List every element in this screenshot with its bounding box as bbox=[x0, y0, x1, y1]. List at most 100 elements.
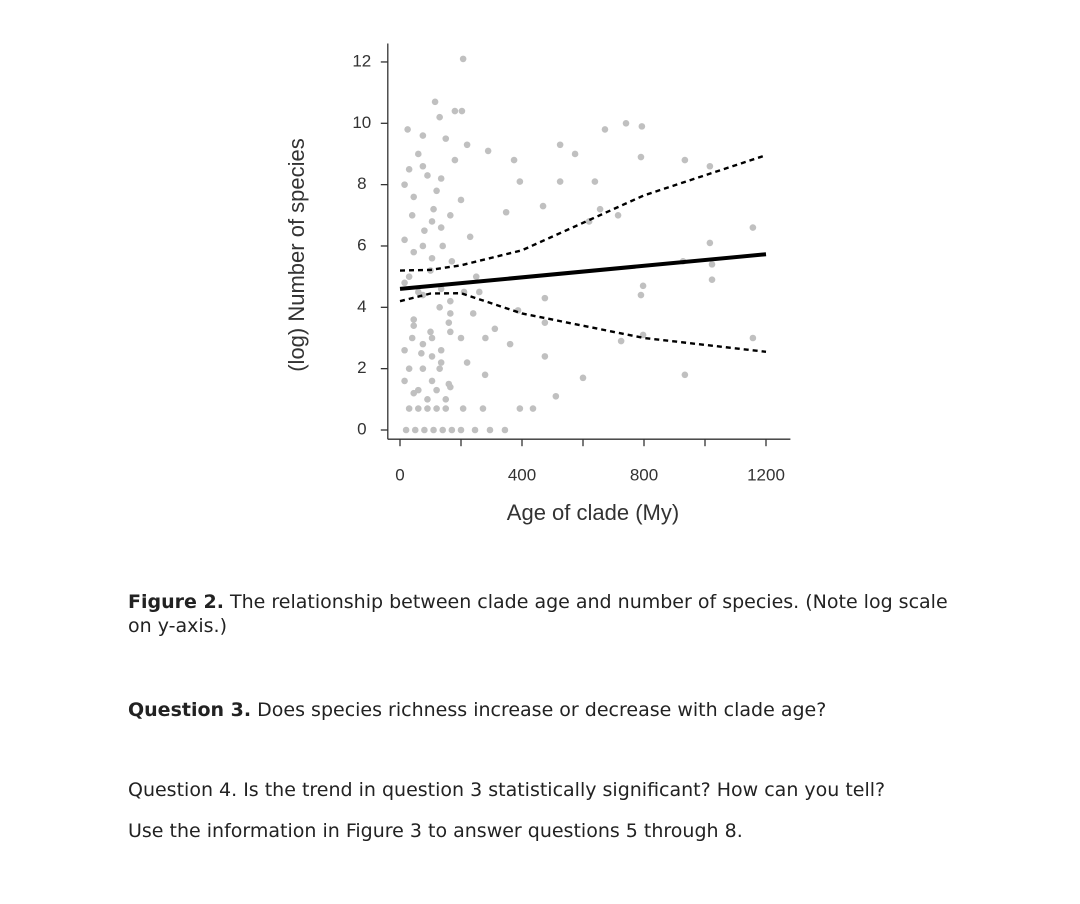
point bbox=[437, 346, 445, 354]
caption-text: The relationship between clade age and n… bbox=[128, 591, 948, 637]
point bbox=[601, 126, 609, 133]
point bbox=[408, 212, 416, 219]
point bbox=[571, 150, 579, 158]
point bbox=[418, 350, 425, 357]
point bbox=[447, 297, 454, 305]
point bbox=[457, 334, 465, 342]
point bbox=[421, 426, 428, 434]
point bbox=[706, 162, 714, 170]
point bbox=[402, 426, 410, 434]
point bbox=[421, 227, 428, 234]
point bbox=[404, 126, 411, 133]
point bbox=[419, 162, 427, 170]
point bbox=[401, 236, 408, 244]
instruction: Use the information in Figure 3 to answe… bbox=[128, 820, 743, 842]
point bbox=[419, 132, 427, 139]
point bbox=[405, 405, 413, 412]
x-tick-label: 0 bbox=[395, 466, 404, 485]
point bbox=[410, 193, 418, 201]
point bbox=[479, 405, 487, 412]
point bbox=[708, 261, 716, 268]
y-tick-label: 10 bbox=[352, 113, 371, 132]
point bbox=[428, 334, 436, 342]
point bbox=[501, 426, 509, 434]
point bbox=[437, 175, 445, 182]
point bbox=[749, 224, 757, 231]
point bbox=[708, 276, 716, 284]
point bbox=[502, 208, 510, 216]
y-tick-label: 0 bbox=[357, 419, 366, 438]
point bbox=[442, 405, 450, 412]
point bbox=[439, 242, 447, 250]
point bbox=[516, 405, 524, 412]
fit-line bbox=[399, 252, 767, 291]
point bbox=[463, 141, 471, 149]
point bbox=[408, 334, 416, 342]
point bbox=[638, 123, 646, 130]
point bbox=[442, 396, 450, 403]
point bbox=[401, 346, 408, 354]
point bbox=[596, 205, 604, 213]
point bbox=[481, 371, 489, 379]
point bbox=[681, 156, 689, 164]
point bbox=[556, 178, 564, 185]
point bbox=[622, 120, 630, 127]
x-tick-label: 400 bbox=[508, 466, 536, 485]
point bbox=[510, 156, 518, 164]
point bbox=[482, 334, 489, 342]
point bbox=[484, 147, 492, 155]
point bbox=[410, 389, 418, 397]
point bbox=[436, 304, 443, 311]
point bbox=[401, 181, 408, 188]
point bbox=[516, 178, 524, 185]
point bbox=[428, 254, 436, 262]
point bbox=[471, 426, 479, 434]
point bbox=[448, 258, 456, 265]
point bbox=[476, 288, 483, 296]
point bbox=[410, 316, 418, 323]
point bbox=[445, 319, 453, 326]
point bbox=[591, 178, 599, 185]
point bbox=[457, 426, 465, 434]
point bbox=[436, 365, 443, 372]
point bbox=[419, 242, 427, 250]
point bbox=[541, 294, 549, 302]
point bbox=[486, 426, 494, 434]
point bbox=[442, 135, 450, 142]
point bbox=[415, 150, 422, 158]
point bbox=[401, 377, 408, 385]
point bbox=[463, 359, 471, 366]
point bbox=[401, 279, 408, 287]
point bbox=[749, 334, 757, 342]
point bbox=[469, 310, 477, 317]
ci-lower-line bbox=[399, 292, 767, 353]
figure-label: Figure 2. bbox=[128, 591, 224, 613]
point bbox=[637, 291, 645, 299]
point bbox=[436, 113, 443, 121]
figure-caption: Figure 2. The relationship between clade… bbox=[128, 590, 968, 638]
point bbox=[428, 377, 436, 385]
question-text: Does species richness increase or decrea… bbox=[257, 699, 827, 721]
question-3: Question 3. Does species richness increa… bbox=[128, 698, 968, 722]
point bbox=[552, 392, 560, 400]
y-tick-label: 12 bbox=[352, 51, 371, 70]
point bbox=[556, 141, 564, 149]
point bbox=[424, 396, 431, 403]
point bbox=[541, 353, 549, 360]
point bbox=[447, 212, 454, 219]
question-label: Question 3. bbox=[128, 699, 252, 721]
point bbox=[617, 337, 625, 345]
point bbox=[427, 328, 434, 336]
point bbox=[459, 405, 467, 412]
point bbox=[419, 365, 427, 372]
point bbox=[433, 405, 440, 412]
point bbox=[411, 426, 419, 434]
point bbox=[437, 285, 445, 293]
point bbox=[415, 405, 422, 412]
point bbox=[431, 98, 439, 106]
point bbox=[433, 386, 440, 394]
y-tick-label: 6 bbox=[357, 235, 366, 254]
point bbox=[437, 224, 445, 231]
point bbox=[579, 374, 587, 382]
